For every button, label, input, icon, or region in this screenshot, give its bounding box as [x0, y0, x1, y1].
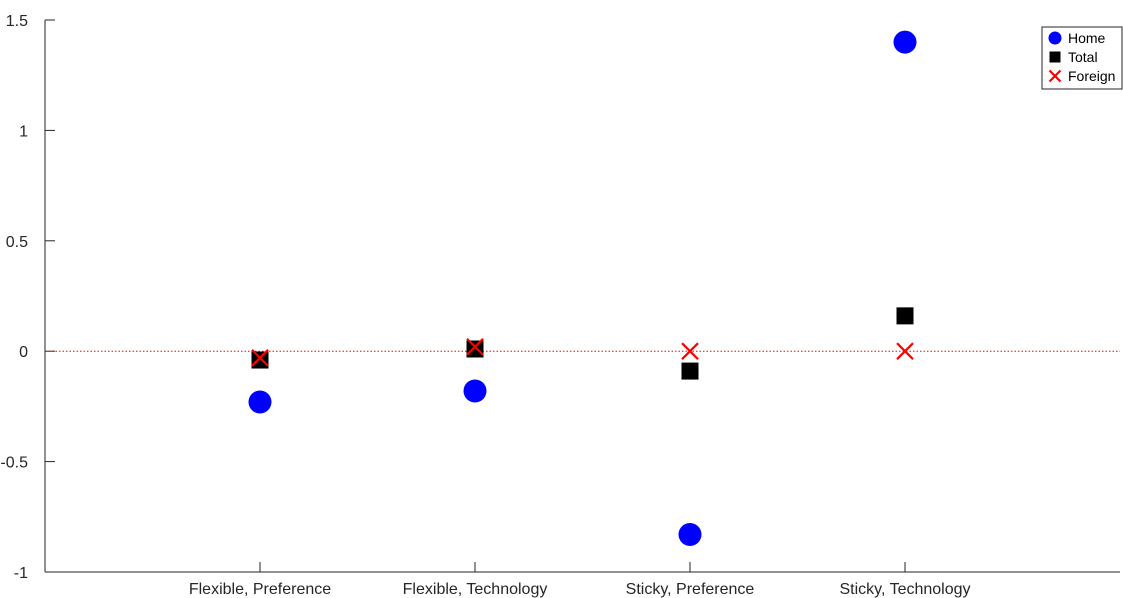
legend-label-total: Total — [1068, 49, 1098, 65]
y-tick-label: 1.5 — [6, 13, 28, 30]
total-point — [251, 351, 269, 369]
x-tick-label: Sticky, Preference — [626, 581, 755, 598]
x-tick-label: Flexible, Technology — [403, 581, 548, 598]
home-point — [248, 390, 272, 414]
legend-marker-home — [1048, 31, 1062, 45]
x-tick-label: Flexible, Preference — [189, 581, 331, 598]
legend-marker-foreign — [1048, 69, 1062, 83]
legend-marker-total — [1049, 51, 1061, 63]
total-point — [466, 340, 484, 358]
y-tick-label: 0.5 — [6, 234, 28, 251]
y-tick-label: -0.5 — [0, 455, 28, 472]
legend-label-foreign: Foreign — [1068, 68, 1115, 84]
y-tick-label: 0 — [19, 344, 28, 361]
data-points — [248, 30, 917, 546]
total-point — [896, 307, 914, 325]
y-tick-label: 1 — [19, 123, 28, 140]
foreign-point — [681, 342, 699, 360]
x-tick-label: Sticky, Technology — [839, 581, 970, 598]
legend-label-home: Home — [1068, 30, 1106, 46]
legend: Home Total Foreign — [1041, 26, 1123, 90]
total-point — [681, 362, 699, 380]
foreign-point — [251, 349, 269, 367]
foreign-point — [896, 342, 914, 360]
home-point — [463, 379, 487, 403]
home-point — [678, 522, 702, 546]
home-point — [893, 30, 917, 54]
axes: -1 -0.5 0 0.5 1 1.5 Flexible, Preference Flexib… — [0, 13, 1120, 598]
y-tick-label: -1 — [14, 565, 28, 582]
foreign-point — [466, 338, 484, 356]
